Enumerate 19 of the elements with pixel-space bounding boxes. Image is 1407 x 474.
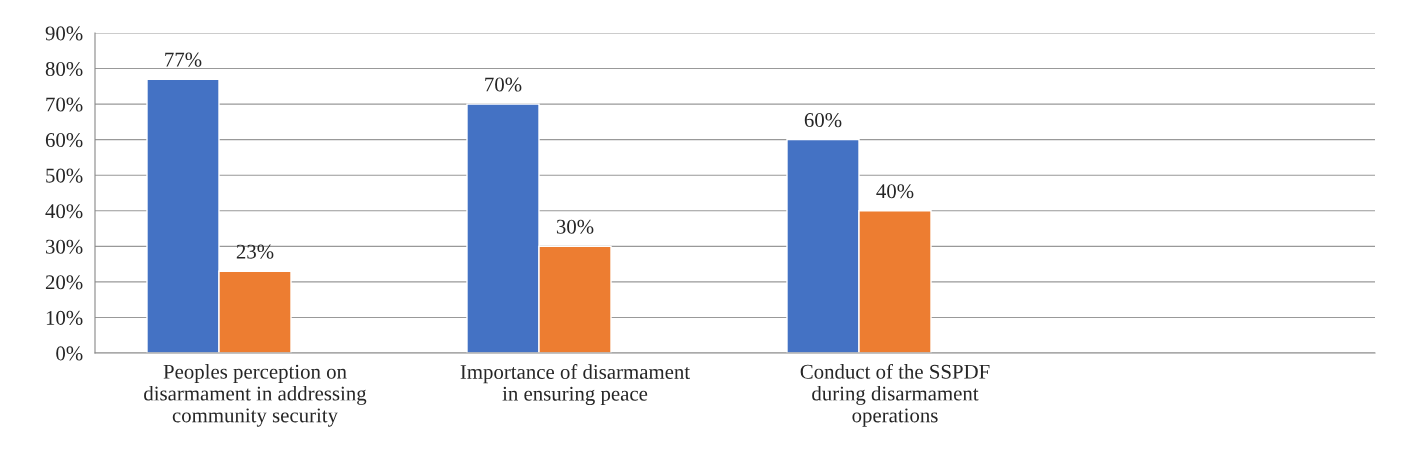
data-label: 70% [485,77,522,92]
y-tick-label: 70% [46,97,83,112]
x-tick-label: Peoples perception on disarmament in addressing community security [144,364,367,427]
y-tick-label: 30% [46,239,83,254]
y-tick-label: 20% [45,275,83,290]
y-tick-label: 40% [45,204,83,219]
data-label: 40% [876,184,914,199]
x-tick-label: Conduct of the SSPDF during disarmament operations [800,363,990,427]
y-tick-label: 50% [46,168,83,183]
data-label: 77% [165,52,202,67]
data-label: 60% [804,113,842,128]
data-label: 23% [236,244,274,259]
y-tick-label: 60% [45,133,83,148]
y-tick-label: 10% [46,310,83,325]
x-tick-label: Importance of disarmament in ensuring peace [460,364,690,406]
y-tick-label: 0% [56,346,83,361]
y-tick-label: 80% [45,61,83,77]
data-label: 30% [556,219,594,234]
y-tick-label: 90% [45,26,83,41]
